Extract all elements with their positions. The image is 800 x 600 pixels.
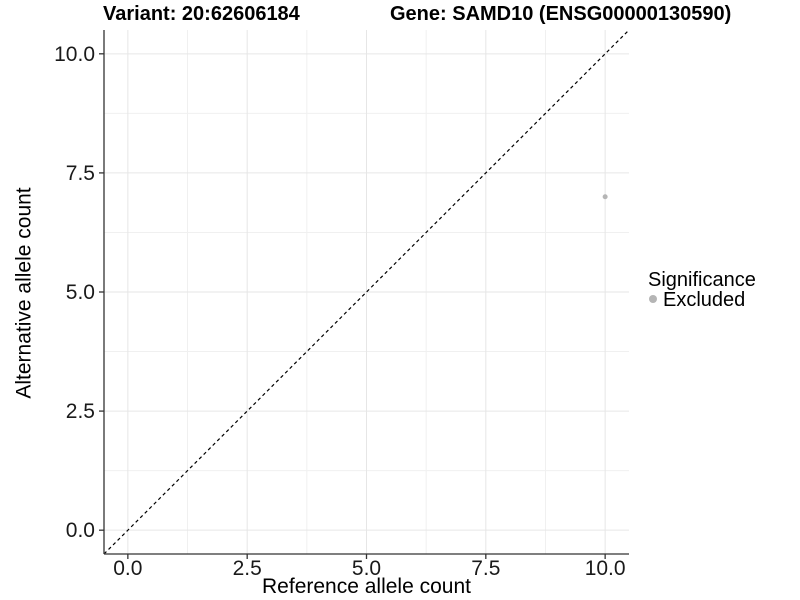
y-tick-label: 10.0 (54, 43, 95, 66)
x-tick-label: 10.0 (585, 557, 626, 580)
plot-title-gene: Gene: SAMD10 (ENSG00000130590) (390, 3, 732, 25)
y-tick-label: 0.0 (66, 519, 95, 542)
y-tick-label: 2.5 (66, 400, 95, 423)
data-point (602, 194, 608, 200)
x-tick-label: 0.0 (113, 557, 142, 580)
x-tick-label: 2.5 (233, 557, 262, 580)
plot-title-variant: Variant: 20:62606184 (103, 3, 300, 25)
identity-reference-line (103, 29, 630, 555)
x-axis-title: Reference allele count (262, 575, 471, 598)
x-tick-label: 7.5 (471, 557, 500, 580)
x-tick-label: 5.0 (352, 557, 381, 580)
y-tick-label: 5.0 (66, 281, 95, 304)
legend-key-dot-icon (649, 295, 657, 303)
y-tick-label: 7.5 (66, 162, 95, 185)
legend-title: Significance (648, 269, 756, 291)
legend-label-excluded: Excluded (663, 289, 746, 311)
